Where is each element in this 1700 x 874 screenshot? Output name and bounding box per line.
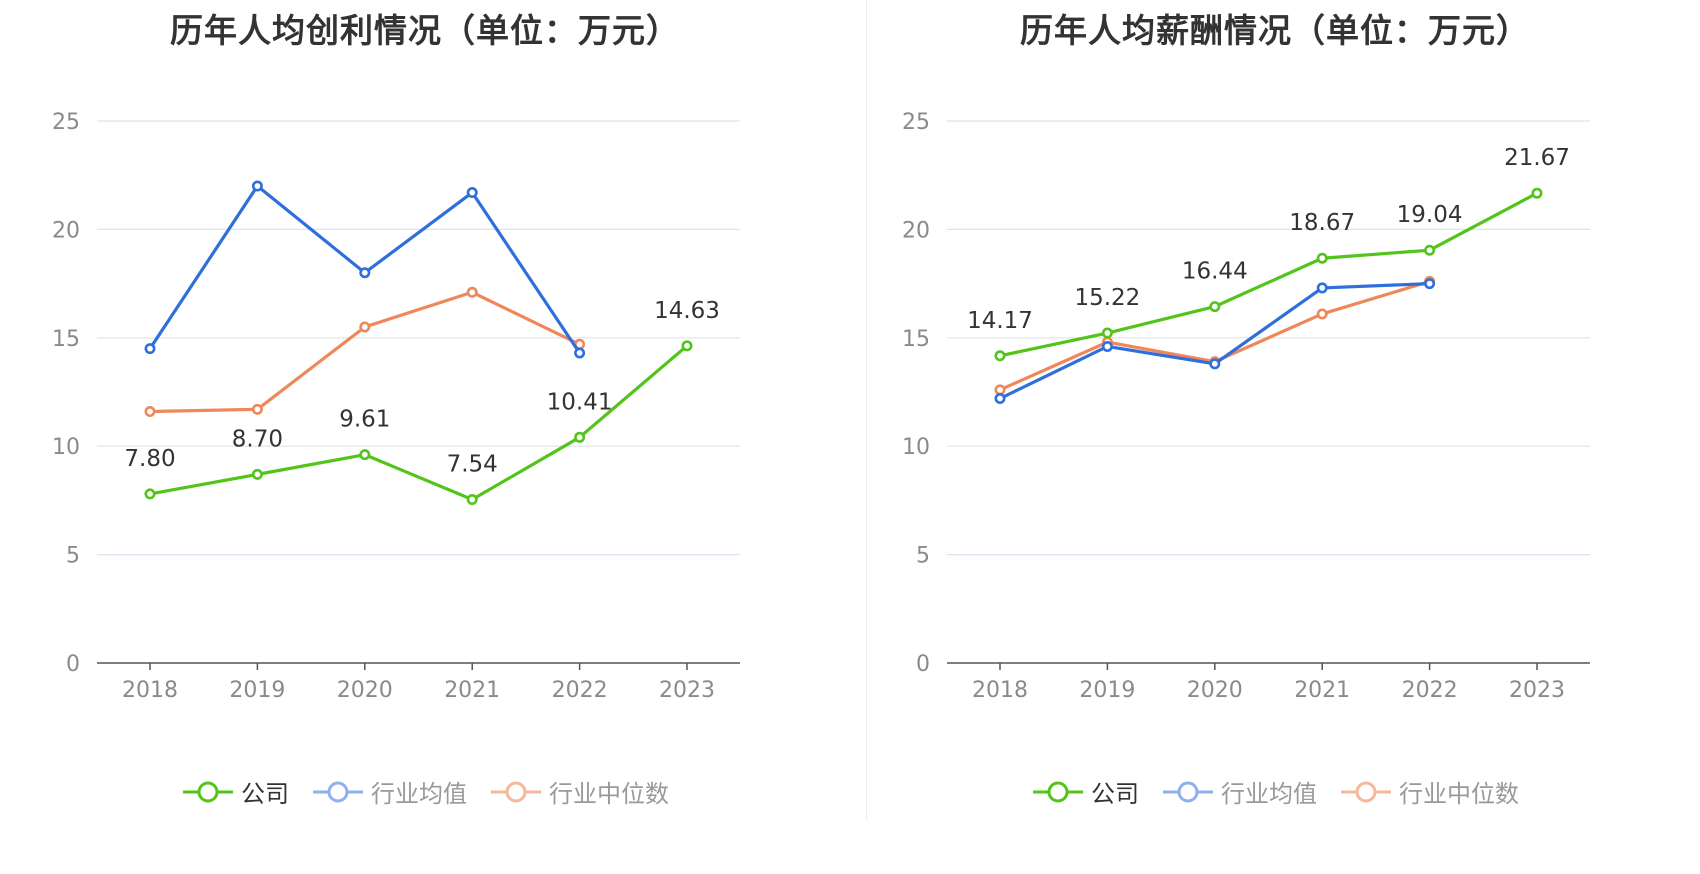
data-label: 14.17: [967, 308, 1033, 334]
x-tick-label: 2019: [229, 678, 285, 703]
legend-label-industry-average: 行业均值: [371, 780, 467, 808]
y-tick-label: 15: [902, 327, 930, 352]
x-tick-label: 2023: [659, 678, 715, 703]
legend-label-industry-average: 行业均值: [1221, 780, 1317, 808]
x-tick-label: 2021: [444, 678, 500, 703]
data-label: 14.63: [654, 298, 720, 324]
data-point-company[interactable]: [359, 449, 371, 461]
series-line-company: [149, 344, 689, 502]
data-point-company[interactable]: [466, 494, 478, 506]
data-label: 7.80: [124, 446, 175, 472]
line-chart-profit: 0 5 10 15 20 25 2018 2019 2020 2021 2022 2023 7.80 8.…: [52, 110, 740, 703]
y-tick-label: 5: [66, 544, 80, 569]
data-point-avg[interactable]: [1209, 358, 1221, 370]
data-label: 21.67: [1504, 145, 1570, 171]
data-point-avg[interactable]: [1101, 340, 1113, 352]
x-tick-label: 2022: [1402, 678, 1458, 703]
chart-panel-profit: 历年人均创利情况（单位：万元） 0 5 10 15 20 25 2018 2019 2020 20…: [0, 11, 850, 809]
legend-label-company: 公司: [241, 780, 289, 808]
data-point-median[interactable]: [994, 384, 1006, 396]
data-point-avg[interactable]: [466, 187, 478, 199]
legend-company-icon: [1033, 781, 1083, 802]
data-point-median[interactable]: [251, 403, 263, 415]
data-point-avg[interactable]: [1424, 278, 1436, 290]
series-line-median: [149, 290, 581, 414]
x-tick-label: 2021: [1294, 678, 1350, 703]
legend-label-industry-median: 行业中位数: [1399, 780, 1519, 808]
data-point-median[interactable]: [144, 406, 156, 418]
x-tick-label: 2020: [1187, 678, 1243, 703]
legend-label-industry-median: 行业中位数: [549, 780, 669, 808]
data-point-company[interactable]: [1424, 244, 1436, 256]
legend-median-icon: [1341, 781, 1391, 802]
x-tick-label: 2018: [122, 678, 178, 703]
data-point-company[interactable]: [1101, 327, 1113, 339]
data-point-company[interactable]: [251, 468, 263, 480]
y-tick-label: 25: [902, 110, 930, 135]
y-tick-label: 0: [916, 652, 930, 677]
legend-median-icon: [491, 781, 541, 802]
x-tick-label: 2020: [337, 678, 393, 703]
y-tick-label: 10: [52, 435, 80, 460]
x-tick-label: 2022: [552, 678, 608, 703]
data-label: 19.04: [1397, 202, 1463, 228]
y-tick-label: 20: [52, 218, 80, 243]
data-label: 7.54: [447, 452, 498, 478]
series-line-company: [999, 191, 1538, 358]
data-point-avg[interactable]: [251, 180, 263, 192]
data-point-company[interactable]: [1531, 187, 1543, 199]
y-tick-label: 20: [902, 218, 930, 243]
series-line-median: [999, 279, 1431, 392]
data-label: 18.67: [1289, 210, 1355, 236]
data-label: 15.22: [1074, 285, 1140, 311]
data-point-avg[interactable]: [144, 343, 156, 355]
legend-label-company: 公司: [1091, 780, 1139, 808]
data-point-median[interactable]: [1316, 308, 1328, 320]
legend-item-industry-average[interactable]: 行业均值: [1161, 774, 1317, 809]
data-label: 8.70: [232, 426, 283, 452]
y-tick-label: 15: [52, 327, 80, 352]
legend-item-industry-average[interactable]: 行业均值: [311, 774, 467, 809]
data-point-company[interactable]: [681, 340, 693, 352]
chart-panel-salary: 历年人均薪酬情况（单位：万元） 0 5 10 15 20 25 2018 2019 2020 20…: [850, 0, 1700, 874]
x-tick-label: 2019: [1079, 678, 1135, 703]
legend-item-company[interactable]: 公司: [1031, 774, 1139, 809]
legend-company-icon: [183, 781, 233, 802]
x-tick-label: 2018: [972, 678, 1028, 703]
data-label: 16.44: [1182, 259, 1248, 285]
data-point-median[interactable]: [359, 321, 371, 333]
y-tick-label: 0: [66, 652, 80, 677]
chart-title: 历年人均薪酬情况（单位：万元）: [1020, 11, 1530, 50]
chart-title: 历年人均创利情况（单位：万元）: [170, 11, 680, 50]
data-point-company[interactable]: [574, 431, 586, 443]
data-point-avg[interactable]: [574, 347, 586, 359]
data-point-company[interactable]: [1316, 252, 1328, 264]
legend-item-industry-median[interactable]: 行业中位数: [1339, 774, 1519, 809]
data-label: 9.61: [339, 407, 390, 433]
data-point-median[interactable]: [466, 286, 478, 298]
legend-item-company[interactable]: 公司: [181, 774, 289, 809]
data-point-avg[interactable]: [1316, 282, 1328, 294]
data-point-company[interactable]: [1209, 301, 1221, 313]
data-point-avg[interactable]: [994, 393, 1006, 405]
data-label: 10.41: [547, 389, 613, 415]
legend-average-icon: [313, 781, 363, 802]
legend-average-icon: [1163, 781, 1213, 802]
data-point-company[interactable]: [994, 350, 1006, 362]
x-tick-label: 2023: [1509, 678, 1565, 703]
y-tick-label: 5: [916, 544, 930, 569]
y-tick-label: 10: [902, 435, 930, 460]
panel-divider: [866, 0, 867, 820]
data-point-company[interactable]: [144, 488, 156, 500]
legend: 公司 行业均值 行业中位数: [0, 774, 850, 809]
y-tick-label: 25: [52, 110, 80, 135]
legend: 公司 行业均值 行业中位数: [850, 774, 1700, 809]
data-point-avg[interactable]: [359, 267, 371, 279]
line-chart-salary: 0 5 10 15 20 25 2018 2019 2020 2021 2022 2023 14.17 1…: [902, 110, 1590, 703]
legend-item-industry-median[interactable]: 行业中位数: [489, 774, 669, 809]
